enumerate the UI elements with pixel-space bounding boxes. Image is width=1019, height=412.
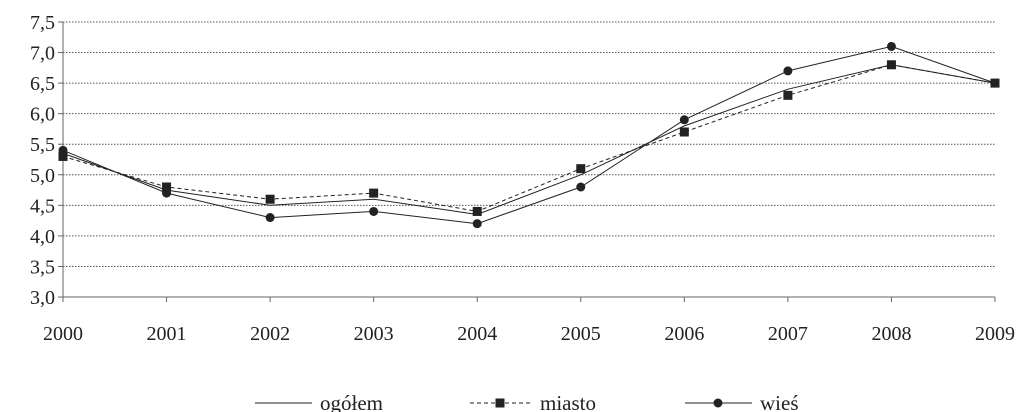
series-lines [58, 41, 1000, 229]
x-tick-label: 2005 [561, 323, 601, 345]
y-tick-label: 5,0 [30, 165, 55, 187]
data-point-miasto [472, 206, 482, 216]
data-point-miasto [576, 164, 586, 174]
data-point-miasto [58, 151, 68, 161]
data-point-wies [58, 145, 68, 155]
data-point-miasto [265, 194, 275, 204]
y-tick-label: 4,5 [30, 195, 55, 217]
x-tick-label: 2007 [768, 323, 808, 345]
legend-label-miasto: miasto [540, 391, 596, 412]
data-point-wies [679, 115, 689, 125]
data-point-wies [162, 188, 172, 198]
data-point-miasto [369, 188, 379, 198]
data-point-miasto [679, 127, 689, 137]
data-point-wies [472, 219, 482, 229]
y-tick-label: 3,0 [30, 287, 55, 309]
series-line-wies [62, 45, 996, 225]
data-point-wies [990, 78, 1000, 88]
y-tick-label: 6,5 [30, 73, 55, 95]
legend-label-ogolem: ogółem [320, 391, 383, 412]
x-tick-label: 2004 [457, 323, 497, 345]
y-tick-label: 7,5 [30, 12, 55, 34]
data-point-miasto [886, 60, 896, 70]
data-point-wies [886, 41, 896, 51]
y-tick-label: 7,0 [30, 43, 55, 65]
x-tick-label: 2006 [664, 323, 704, 345]
legend-item-miasto: miasto [470, 391, 596, 412]
legend-item-ogolem: ogółem [255, 391, 383, 412]
series-line-ogolem [62, 64, 996, 216]
data-point-wies [783, 66, 793, 76]
data-point-wies [576, 182, 586, 192]
x-tick-label: 2003 [354, 323, 394, 345]
data-point-miasto [783, 90, 793, 100]
y-tick-label: 6,0 [30, 104, 55, 126]
y-tick-label: 5,5 [30, 134, 55, 156]
y-tick-labels: 3,0 3,5 4,0 4,5 5,0 5,5 6,0 6,5 7,0 7,5 [30, 12, 55, 309]
data-point-wies [369, 206, 379, 216]
legend-item-wies: wieś [685, 391, 799, 412]
y-tick-label: 4,0 [30, 226, 55, 248]
grid-lines [63, 21, 995, 267]
legend-marker-miasto [495, 398, 505, 408]
legend-label-wies: wieś [760, 391, 799, 412]
x-tick-label: 2001 [147, 323, 187, 345]
x-tick-label: 2008 [871, 323, 911, 345]
data-point-miasto [162, 182, 172, 192]
x-tick-label: 2002 [250, 323, 290, 345]
x-tick-labels: 2000 2001 2002 2003 2004 2005 2006 2007 2008 2009 [43, 323, 1015, 345]
x-tick-label: 2009 [975, 323, 1015, 345]
legend-marker-wies [713, 398, 723, 408]
legend: ogółem miasto wieś [255, 391, 799, 412]
x-tick-label: 2000 [43, 323, 83, 345]
series-line-miasto [62, 64, 996, 212]
y-tick-label: 3,5 [30, 256, 55, 278]
data-point-wies [265, 213, 275, 223]
axes [58, 21, 996, 302]
